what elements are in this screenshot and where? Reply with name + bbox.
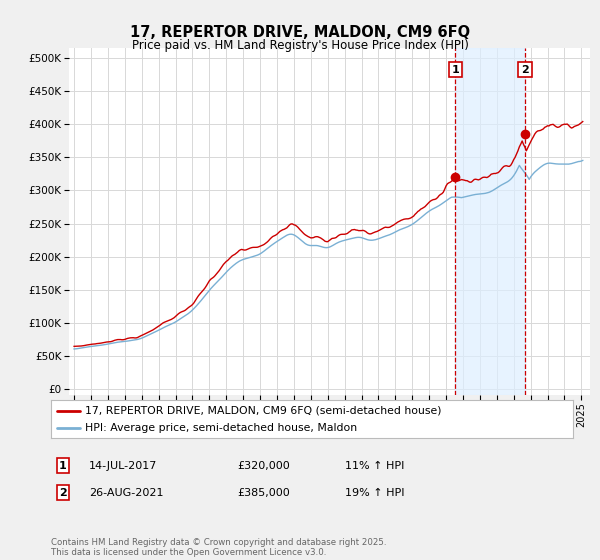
Text: 1: 1 [59,461,67,471]
Text: £320,000: £320,000 [237,461,290,471]
Text: 11% ↑ HPI: 11% ↑ HPI [345,461,404,471]
Text: 1: 1 [451,64,459,74]
Text: 17, REPERTOR DRIVE, MALDON, CM9 6FQ: 17, REPERTOR DRIVE, MALDON, CM9 6FQ [130,25,470,40]
Text: £385,000: £385,000 [237,488,290,498]
Text: 14-JUL-2017: 14-JUL-2017 [89,461,157,471]
Text: 26-AUG-2021: 26-AUG-2021 [89,488,163,498]
Text: 2: 2 [521,64,529,74]
Text: 2: 2 [59,488,67,498]
Text: Contains HM Land Registry data © Crown copyright and database right 2025.
This d: Contains HM Land Registry data © Crown c… [51,538,386,557]
Text: 17, REPERTOR DRIVE, MALDON, CM9 6FQ (semi-detached house): 17, REPERTOR DRIVE, MALDON, CM9 6FQ (sem… [85,405,442,416]
Bar [455,48,525,395]
Text: 19% ↑ HPI: 19% ↑ HPI [345,488,404,498]
Text: Price paid vs. HM Land Registry's House Price Index (HPI): Price paid vs. HM Land Registry's House … [131,39,469,52]
Text: HPI: Average price, semi-detached house, Maldon: HPI: Average price, semi-detached house,… [85,423,357,433]
